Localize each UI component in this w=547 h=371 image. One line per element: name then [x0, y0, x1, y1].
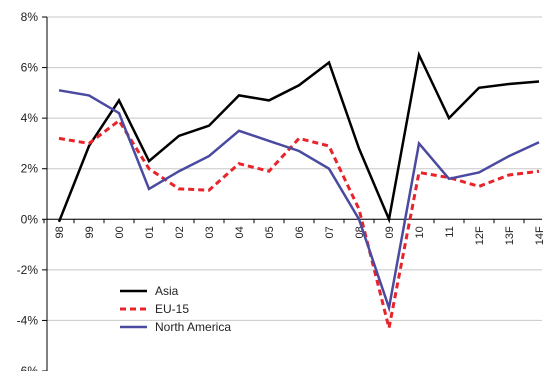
x-tick-label: 04 — [234, 226, 246, 238]
y-tick-label: 0% — [21, 212, 39, 226]
axes — [42, 16, 542, 371]
x-tick-label: 14F — [534, 226, 546, 245]
y-tick-label: -2% — [17, 263, 39, 277]
x-tick-label: 98 — [54, 226, 66, 238]
series-line-north-america — [58, 89, 540, 313]
grid-lines — [47, 16, 542, 321]
y-tick-labels: -6% -4% -2% 0% 2% 4% 6% 8% — [17, 10, 39, 371]
legend-label: Asia — [155, 284, 179, 298]
y-tick-label: -6% — [17, 364, 39, 371]
x-tick-label: 99 — [84, 226, 96, 238]
x-tick-label: 02 — [174, 226, 186, 238]
series-line-asia — [57, 50, 540, 224]
legend-label: EU-15 — [155, 302, 189, 316]
y-tick-label: 4% — [21, 111, 39, 125]
x-tick-label: 10 — [414, 226, 426, 238]
legend-label: North America — [155, 320, 231, 334]
x-tick-label: 09 — [384, 226, 396, 238]
legend: Asia EU-15 North America — [120, 284, 231, 334]
x-tick-label: 07 — [324, 226, 336, 238]
y-tick-label: 2% — [21, 162, 39, 176]
series-line-eu-15 — [58, 118, 540, 329]
x-tick-label: 13F — [504, 226, 516, 245]
x-tick-label: 01 — [144, 226, 156, 238]
x-tick-label: 00 — [114, 226, 126, 238]
x-tick-label: 03 — [204, 226, 216, 238]
y-tick-label: 8% — [21, 10, 39, 24]
x-tick-label: 06 — [294, 226, 306, 238]
series-lines — [57, 50, 540, 329]
y-tick-label: 6% — [21, 61, 39, 75]
x-tick-label: 12F — [474, 226, 486, 245]
y-tick-label: -4% — [17, 313, 39, 327]
x-tick-label: 11 — [444, 226, 456, 237]
x-tick-labels: 98 99 00 01 02 03 04 05 06 07 08 09 10 11 12F 13F 14F — [54, 226, 546, 245]
x-tick-label: 05 — [264, 226, 276, 238]
